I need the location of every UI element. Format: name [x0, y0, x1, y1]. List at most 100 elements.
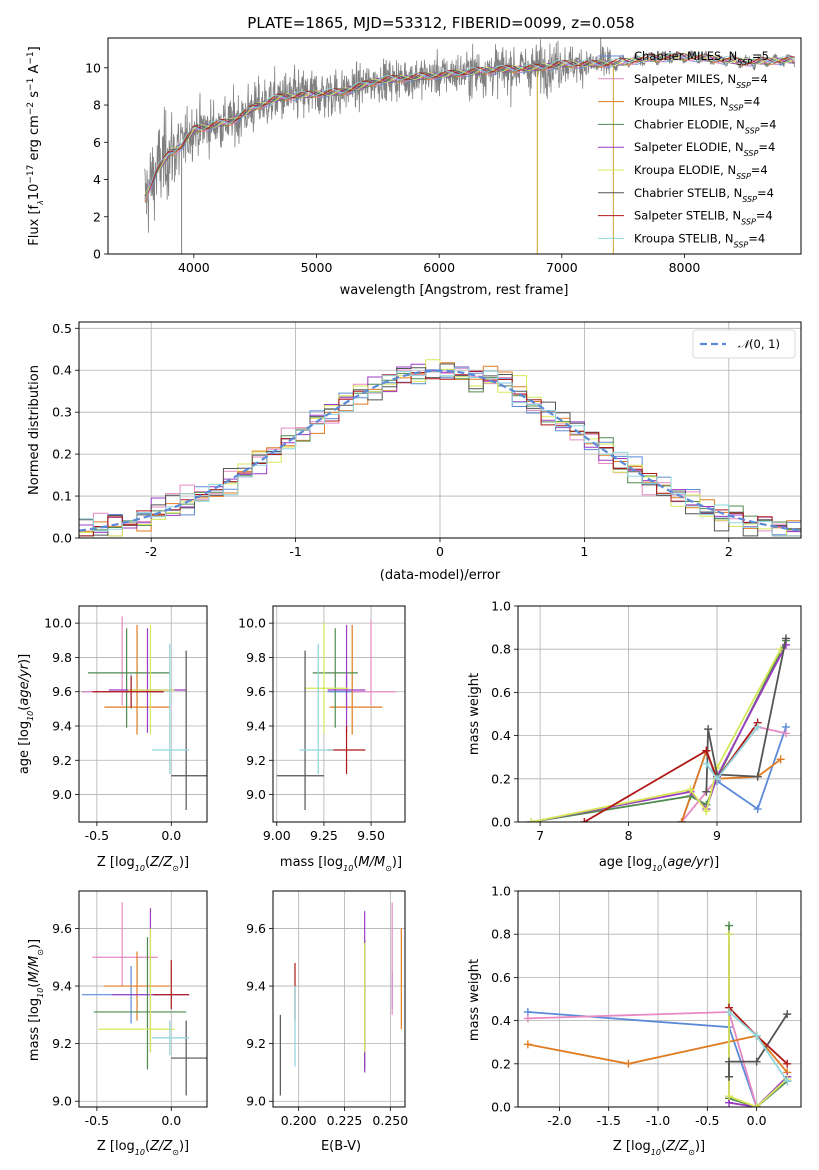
errorbar-kroupa-stelib [299, 643, 334, 774]
errorbar-salpeter-stelib [153, 960, 190, 1010]
weights-marker-chabrier-stelib [725, 1057, 734, 1066]
weights-marker-salpeter-miles [781, 729, 790, 738]
x-tick-label: -0.5 [85, 828, 109, 843]
plot-area [144, 38, 796, 254]
x-axis-label: E(B-V) [321, 1139, 361, 1154]
y-tick-label: 9.2 [246, 753, 266, 768]
legend-label-kroupa-miles: Kroupa MILES, NSSP=4 [634, 95, 760, 113]
weights-series-chabrier-miles [523, 1007, 792, 1107]
y-tick-label: 10.0 [238, 616, 266, 631]
model-kroupa-stelib-line [144, 52, 796, 200]
errorbar-chabrier-elodie [93, 937, 187, 1070]
y-tick-label: 0.0 [491, 815, 511, 830]
x-axis-label: wavelength [Angstrom, rest frame] [340, 283, 569, 298]
weights-marker-chabrier-stelib [783, 1010, 792, 1019]
spectrum-legend: Chabrier MILES, NSSP=5 Salpeter MILES, NS… [598, 49, 776, 249]
axes-frame [517, 890, 802, 1108]
axes-frame [272, 890, 406, 1108]
x-tick-label: -1.5 [597, 1113, 621, 1128]
weights-line-chabrier-elodie [531, 640, 787, 822]
weights-marker-salpeter-miles [523, 1014, 532, 1023]
x-tick-label: 0.0 [747, 1113, 767, 1128]
x-tick-label: 0 [436, 544, 444, 559]
y-axis-label: Normed distribution [27, 365, 42, 495]
legend-label-salpeter-stelib: Salpeter STELIB, NSSP=4 [634, 209, 773, 227]
weights-marker-chabrier-miles [753, 805, 762, 814]
weights-series-chabrier-stelib [702, 634, 790, 796]
legend-label-chabrier-elodie: Chabrier ELODIE, NSSP=4 [634, 117, 776, 135]
weights-marker-kroupa-miles [677, 818, 686, 822]
y-tick-label: 9.4 [246, 979, 266, 994]
y-tick-label: 9.0 [246, 1094, 266, 1109]
axes-frame [107, 37, 802, 255]
y-tick-label: 0 [93, 247, 101, 262]
model-kroupa-elodie-line [144, 53, 796, 196]
x-tick-label: 2 [725, 544, 733, 559]
y-tick-label: 9.0 [52, 1094, 72, 1109]
y-tick-label: 2 [93, 209, 101, 224]
weights-marker-kroupa-stelib [753, 722, 762, 731]
weights-vs-metallicity-panel: -2.0 -1.5 -1.0 -0.5 0.0 0.0 0.2 0.4 0.6 0.8 1.0 Z [… [467, 884, 802, 1157]
y-axis-label: mass weight [467, 959, 482, 1041]
errorbar-chabrier-elodie [87, 628, 170, 728]
x-axis-label: Z [log10(Z/Z⊙)] [613, 1139, 705, 1157]
weights-line-kroupa-stelib [728, 1011, 788, 1082]
errorbar-kroupa-elodie [128, 624, 175, 735]
age-vs-metallicity-panel: -0.5 0.0 9.0 9.2 9.4 9.6 9.8 10.0 Z [log10(Z/Z⊙)… [17, 605, 208, 873]
y-tick-label: 0.2 [491, 1056, 511, 1071]
weights-marker-kroupa-miles [624, 1059, 633, 1068]
weights-marker-chabrier-stelib [702, 787, 711, 796]
axes-frame [78, 890, 208, 1108]
plot-area [527, 634, 790, 822]
errorbar-salpeter-stelib [327, 726, 366, 774]
x-tick-label: 8000 [669, 260, 701, 275]
figure-title: PLATE=1865, MJD=53312, FIBERID=0099, z=0… [247, 14, 634, 32]
axes-frame [517, 605, 802, 823]
weights-marker-kroupa-elodie [527, 818, 536, 822]
x-tick-label: 0.0 [161, 1113, 181, 1128]
errorbar-kroupa-elodie [305, 623, 349, 733]
weights-marker-kroupa-stelib [712, 774, 721, 783]
y-tick-label: 0.8 [491, 927, 511, 942]
spectrum-panel: 4000 5000 6000 7000 8000 0 2 4 6 8 10 Chabrier MILE… [26, 37, 802, 298]
y-tick-label: 0.6 [491, 685, 511, 700]
x-axis-label: Z [log10(Z/Z⊙)] [97, 855, 189, 873]
x-tick-label: 0.200 [281, 1113, 317, 1128]
weights-marker-kroupa-stelib [783, 1077, 792, 1086]
y-tick-label: 0.3 [52, 405, 72, 420]
y-tick-label: 6 [93, 135, 101, 150]
x-tick-label: -2.0 [547, 1113, 571, 1128]
weights-series-kroupa-stelib [725, 1007, 792, 1086]
x-axis-label: (data-model)/error [380, 568, 501, 583]
residuals-legend-box [692, 329, 796, 359]
weights-marker-chabrier-stelib [753, 772, 762, 781]
model-salpeter-stelib-line [144, 52, 796, 199]
errorbar-chabrier-stelib [276, 650, 324, 810]
x-tick-label: 7 [536, 828, 544, 843]
x-tick-label: 4000 [178, 260, 210, 275]
plot-area [81, 616, 207, 810]
model-chabrier-stelib-line [144, 52, 795, 197]
y-tick-label: 9.4 [52, 979, 72, 994]
x-axis-label: age [log10(age/yr)] [599, 855, 719, 873]
y-tick-label: 0.1 [52, 489, 72, 504]
y-tick-label: 0.0 [52, 531, 72, 546]
y-tick-label: 0.4 [491, 1013, 511, 1028]
y-axis-label: age [log10(age/yr)] [17, 654, 35, 774]
errorbar-kroupa-miles [329, 624, 383, 735]
y-tick-label: 0.0 [491, 1100, 511, 1115]
errorbar-chabrier-elodie [312, 628, 358, 728]
x-tick-label: 0.250 [372, 1113, 408, 1128]
errorbar-kroupa-stelib [151, 643, 190, 774]
legend-label-kroupa-stelib: Kroupa STELIB, NSSP=4 [634, 231, 765, 249]
x-tick-label: -1.0 [646, 1113, 670, 1128]
weights-marker-kroupa-miles [523, 1040, 532, 1049]
errorbar-chabrier-stelib [171, 1020, 207, 1096]
axes-frame [78, 605, 208, 823]
errorbar-kroupa-miles [104, 951, 170, 1021]
age-vs-mass-panel: 9.00 9.25 9.50 9.0 9.2 9.4 9.6 9.8 10.0 mass [log… [238, 605, 406, 873]
x-tick-label: 5000 [301, 260, 333, 275]
weights-series-chabrier-stelib [725, 1010, 792, 1081]
y-axis-label: Flux [fλ10−17 erg cm−2 s−1 A−1] [26, 46, 45, 245]
